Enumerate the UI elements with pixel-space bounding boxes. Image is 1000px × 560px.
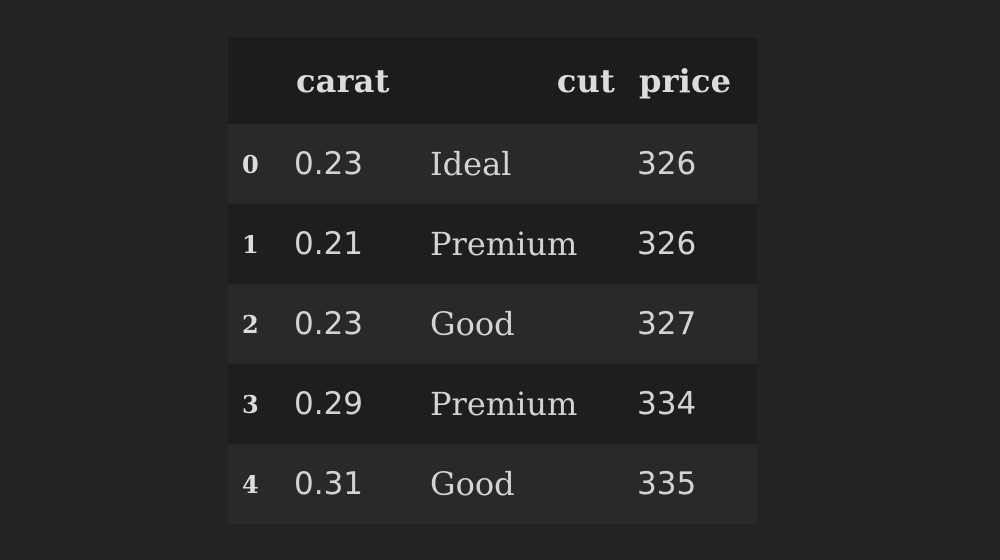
header-price: price [639,62,732,100]
table-header: carat cut price [228,38,757,124]
cell-cut: Premium [430,385,578,423]
cell-cut: Premium [430,225,578,263]
header-row: carat cut price [228,38,757,124]
table-row: 0 0.23 Ideal 326 [228,124,757,204]
cell-price: 327 [637,306,697,342]
row-index: 4 [242,469,259,499]
table-row: 4 0.31 Good 335 [228,444,757,524]
cell-carat: 0.21 [294,226,364,262]
cell-price: 326 [637,226,697,262]
table-row: 2 0.23 Good 327 [228,284,757,364]
dataframe-table: carat cut price 0 0.23 Ideal 326 1 0.21 … [228,38,757,524]
cell-price: 335 [637,466,697,502]
cell-price: 334 [637,386,697,422]
table-body: 0 0.23 Ideal 326 1 0.21 Premium 326 2 0.… [228,124,757,524]
header-index [228,38,294,124]
row-index: 0 [242,149,259,179]
cell-cut: Good [430,305,515,343]
cell-cut: Good [430,465,515,503]
table-row: 1 0.21 Premium 326 [228,204,757,284]
cell-price: 326 [637,146,697,182]
cell-carat: 0.31 [294,466,364,502]
cell-carat: 0.23 [294,146,364,182]
cell-cut: Ideal [430,145,512,183]
header-cut: cut [556,62,615,100]
header-carat: carat [296,62,390,100]
row-index: 2 [242,309,259,339]
cell-carat: 0.23 [294,306,364,342]
cell-carat: 0.29 [294,386,364,422]
table-row: 3 0.29 Premium 334 [228,364,757,444]
row-index: 1 [242,229,259,259]
row-index: 3 [242,389,259,419]
